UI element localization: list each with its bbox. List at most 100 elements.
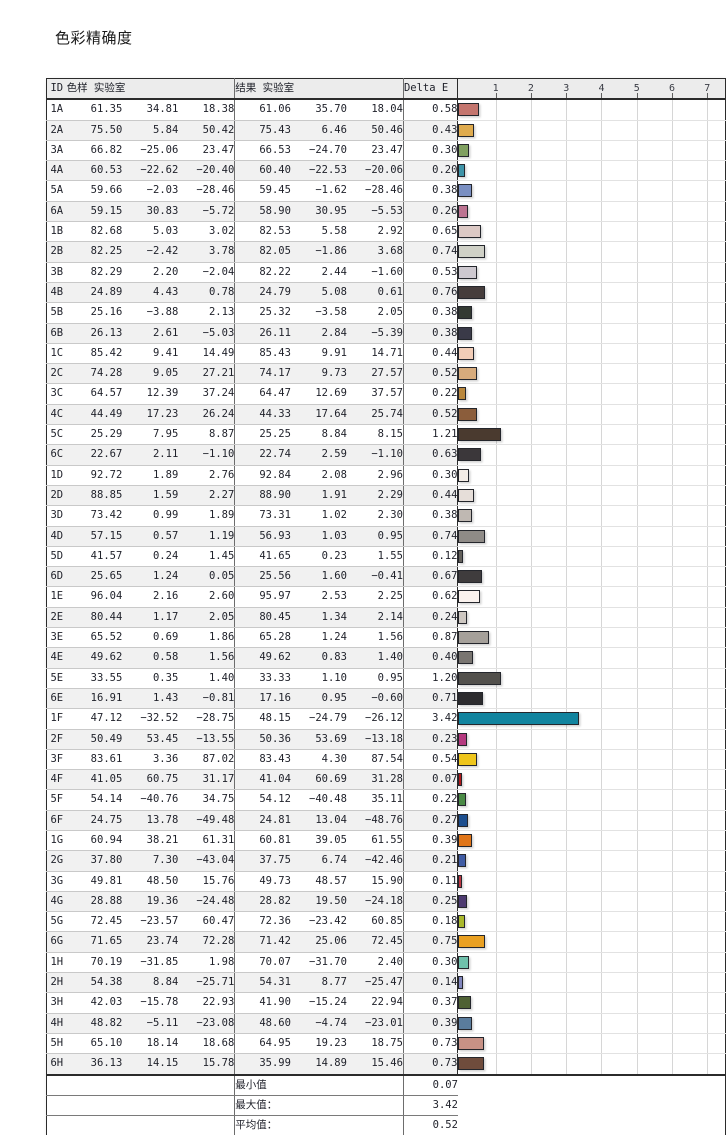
chart-gridline [671, 140, 673, 160]
cell-result-b: 27.57 [346, 363, 404, 385]
chart-gridline [636, 404, 638, 424]
cell-result-b: 2.92 [346, 221, 404, 243]
chart-gridline [530, 282, 532, 302]
cell-delta-e-bar [457, 505, 726, 527]
cell-delta-e: 3.42 [402, 708, 458, 730]
chart-gridline [566, 465, 568, 485]
chart-gridline [671, 1033, 673, 1053]
table-row: 4A 60.53 −22.62 −20.40 60.40 −22.53 −20.06 0.20 [46, 160, 726, 182]
table-row: 4D 57.15 0.57 1.19 56.93 1.03 0.95 0.74 [46, 526, 726, 547]
cell-target-b: −28.75 [178, 708, 235, 730]
cell-target-a: 14.15 [122, 1053, 179, 1076]
delta-e-bar [458, 367, 477, 381]
cell-target-a: 12.39 [122, 383, 179, 405]
chart-gridline [530, 526, 532, 546]
table-row: 3H 42.03 −15.78 22.93 41.90 −15.24 22.94 0.37 [46, 992, 726, 1014]
chart-gridline [636, 952, 638, 972]
cell-target-b: 2.60 [178, 586, 235, 608]
chart-gridline [707, 851, 709, 871]
chart-gridline [495, 810, 497, 830]
chart-gridline [495, 1033, 497, 1053]
chart-gridline [636, 749, 638, 769]
cell-result-b: 72.45 [346, 931, 404, 953]
delta-e-bar [458, 143, 469, 157]
cell-patch-id: 2F [46, 729, 67, 750]
table-row: 1H 70.19 −31.85 1.98 70.07 −31.70 2.40 0.30 [46, 952, 726, 974]
cell-delta-e-bar [457, 1033, 726, 1055]
cell-patch-id: 3G [46, 871, 67, 892]
chart-gridline [530, 201, 532, 221]
cell-result-b: 1.56 [346, 627, 404, 649]
cell-delta-e: 1.21 [402, 424, 458, 446]
cell-result-b: 37.57 [346, 383, 404, 405]
cell-target-b: 1.19 [178, 526, 235, 547]
table-row: 2C 74.28 9.05 27.21 74.17 9.73 27.57 0.52 [46, 363, 726, 385]
chart-gridline [530, 871, 532, 891]
cell-result-b: −0.41 [346, 566, 404, 588]
chart-gridline [636, 810, 638, 830]
cell-result-l: 25.56 [234, 566, 291, 588]
cell-result-a: 14.89 [290, 1053, 347, 1076]
cell-result-b: 15.90 [346, 871, 404, 892]
chart-gridline [566, 546, 568, 566]
cell-target-l: 25.65 [66, 566, 123, 588]
chart-gridline [530, 952, 532, 972]
cell-patch-id: 6C [46, 444, 67, 466]
cell-result-b: 61.55 [346, 830, 404, 852]
cell-delta-e: 0.74 [402, 241, 458, 263]
cell-result-l: 85.43 [234, 343, 291, 365]
chart-gridline [601, 303, 603, 323]
cell-target-a: 0.57 [122, 526, 179, 547]
chart-gridline [530, 607, 532, 627]
chart-gridline [566, 1054, 568, 1074]
cell-patch-id: 6E [46, 688, 67, 710]
cell-target-a: 5.03 [122, 221, 179, 243]
chart-gridline [566, 120, 568, 140]
cell-target-b: −28.46 [178, 180, 235, 202]
cell-result-l: 72.36 [234, 911, 291, 933]
chart-gridline [566, 729, 568, 749]
cell-result-b: 23.47 [346, 140, 404, 162]
cell-target-a: 19.36 [122, 891, 179, 913]
cell-result-l: 28.82 [234, 891, 291, 913]
cell-result-b: 8.15 [346, 424, 404, 446]
cell-delta-e-bar [457, 546, 726, 568]
cell-target-a: 34.81 [122, 99, 179, 121]
chart-gridline [495, 993, 497, 1013]
cell-result-l: 48.60 [234, 1013, 291, 1034]
cell-result-a: 1.34 [290, 607, 347, 629]
chart-gridline [707, 871, 709, 891]
chart-gridline [495, 140, 497, 160]
chart-gridline [707, 323, 709, 343]
cell-target-b: 3.78 [178, 241, 235, 263]
cell-target-b: 23.47 [178, 140, 235, 162]
cell-delta-e-bar [457, 302, 726, 324]
cell-delta-e: 0.23 [402, 729, 458, 750]
summary-label: 平均值： [234, 1115, 404, 1135]
table-row: 5B 25.16 −3.88 2.13 25.32 −3.58 2.05 0.38 [46, 302, 726, 324]
cell-patch-id: 1H [46, 952, 67, 974]
chart-gridline [671, 120, 673, 140]
cell-result-b: 2.30 [346, 505, 404, 527]
chart-gridline [636, 688, 638, 708]
cell-target-b: 14.49 [178, 343, 235, 365]
cell-target-l: 82.68 [66, 221, 123, 243]
cell-target-a: −15.78 [122, 992, 179, 1014]
chart-gridline [671, 912, 673, 931]
cell-result-l: 80.45 [234, 607, 291, 629]
cell-delta-e: 0.21 [402, 850, 458, 872]
cell-target-a: 1.43 [122, 688, 179, 710]
table-row: 3B 82.29 2.20 −2.04 82.22 2.44 −1.60 0.53 [46, 262, 726, 283]
axis-tick-5: 5 [634, 79, 640, 98]
cell-result-l: 56.93 [234, 526, 291, 547]
cell-patch-id: 2G [46, 850, 67, 872]
chart-gridline [495, 120, 497, 140]
table-row: 3G 49.81 48.50 15.76 49.73 48.57 15.90 0.11 [46, 871, 726, 892]
chart-gridline [601, 343, 603, 363]
chart-gridline [671, 384, 673, 404]
cell-patch-id: 4G [46, 891, 67, 913]
delta-e-bar [458, 955, 469, 969]
chart-gridline [636, 181, 638, 201]
chart-gridline [707, 628, 709, 647]
chart-gridline [530, 810, 532, 830]
